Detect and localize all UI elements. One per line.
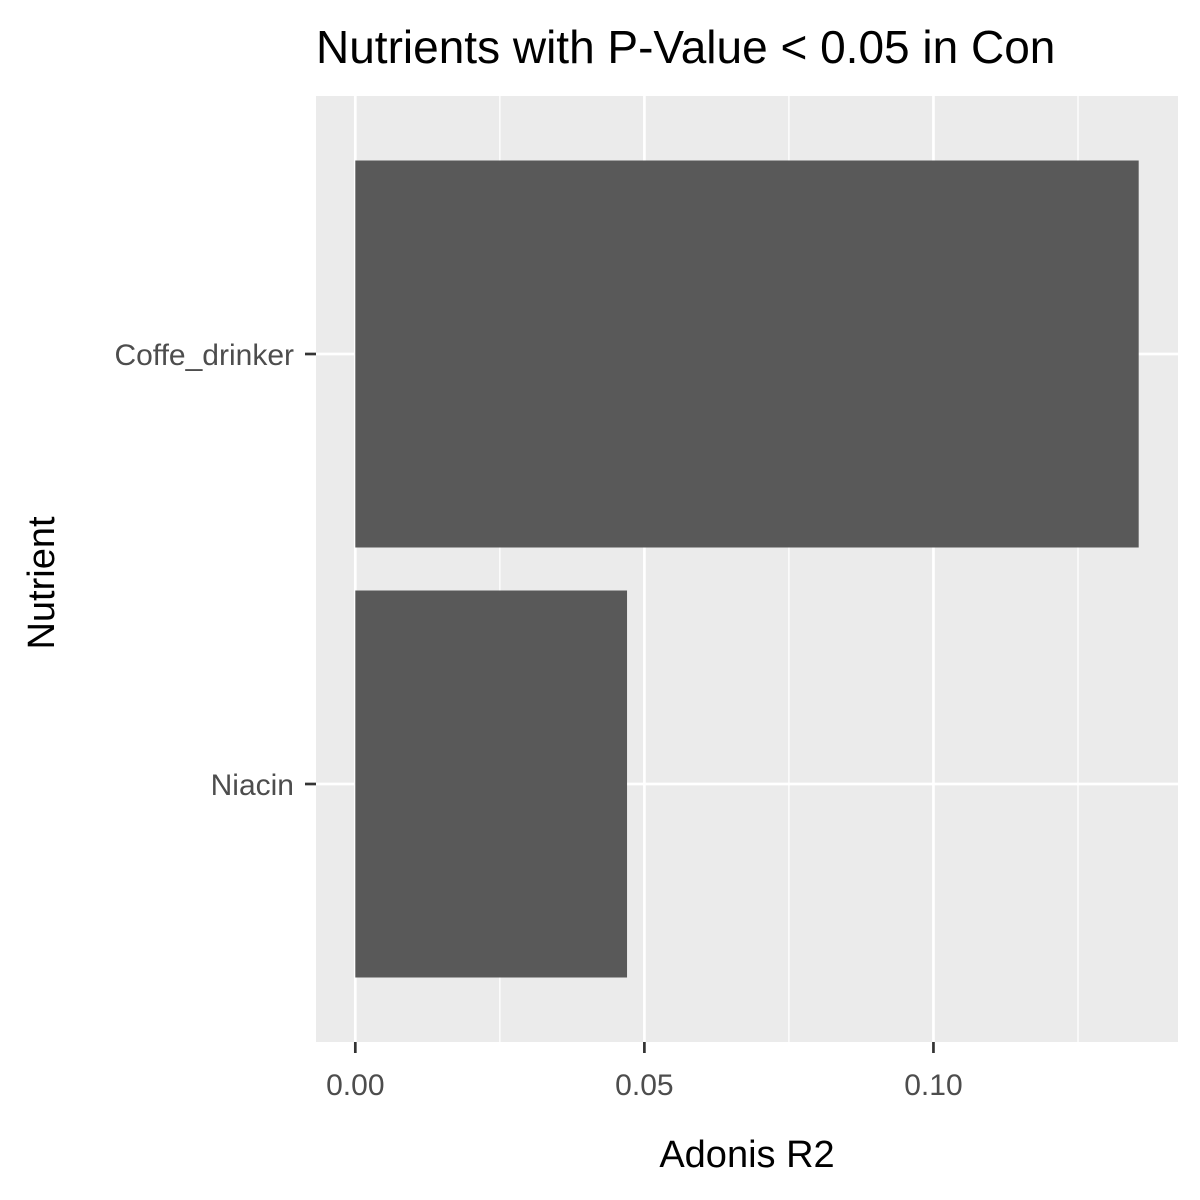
x-axis: 0.00 0.05 0.10 <box>326 1042 963 1102</box>
bar-1 <box>355 590 628 978</box>
y-axis: Coffe_drinker Niacin <box>114 339 316 802</box>
bars <box>355 160 1139 978</box>
y-axis-title: Nutrient <box>21 516 63 649</box>
x-axis-title: Adonis R2 <box>659 1134 834 1176</box>
y-tick-label-0: Coffe_drinker <box>114 339 294 372</box>
x-tick-label-1: 0.05 <box>615 1069 673 1102</box>
chart-title: Nutrients with P-Value < 0.05 in Con <box>316 21 1055 73</box>
x-tick-label-0: 0.00 <box>326 1069 384 1102</box>
y-tick-label-1: Niacin <box>211 769 294 802</box>
x-tick-label-2: 0.10 <box>904 1069 962 1102</box>
bar-0 <box>355 160 1139 548</box>
